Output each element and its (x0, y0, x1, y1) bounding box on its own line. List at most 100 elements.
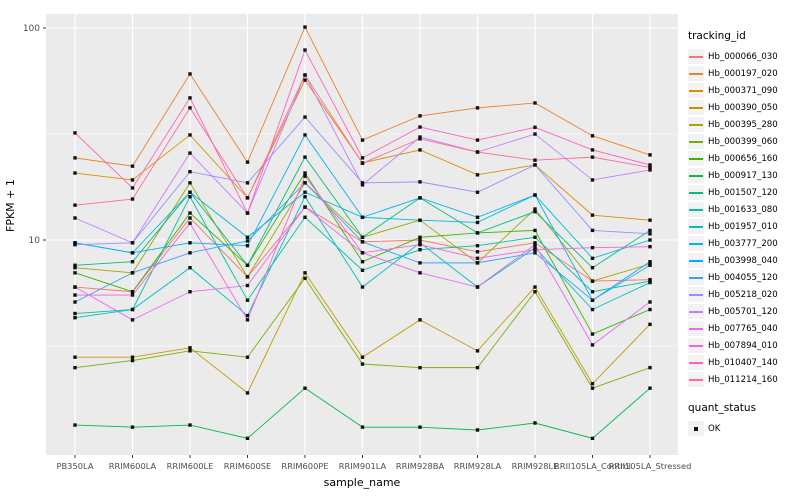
legend-panel: tracking_id Hb_000066_030 Hb_000197_020 Hb… (688, 30, 800, 437)
data-point-Hb_000917_130-RRIM600PE (303, 386, 307, 390)
legend-item-Hb_000371_090: Hb_000371_090 (688, 82, 800, 99)
legend-item-Hb_001507_120: Hb_001507_120 (688, 184, 800, 201)
data-point-Hb_000197_020-RRIM928LE (533, 101, 537, 105)
data-point-Hb_003998_040-RRIM600LE (188, 241, 192, 245)
data-point-Hb_001633_080-RRII105LA_Control (590, 290, 595, 294)
y-tick-label: 10 (29, 236, 41, 246)
data-point-Hb_003998_040-RRIM600PE (303, 133, 307, 137)
data-point-Hb_007894_010-RRIM600PE (303, 174, 307, 178)
data-point-Hb_001633_080-PB350LA (73, 311, 77, 316)
data-point-Hb_007765_040-PB350LA (73, 285, 77, 289)
data-point-Hb_004055_120-RRIM600PE (303, 181, 307, 185)
data-point-Hb_001957_010-RRIM928LE (533, 245, 537, 250)
data-point-Hb_000371_090-RRIM928LA (475, 173, 480, 177)
data-point-Hb_010407_140-RRIM928BA (418, 125, 422, 129)
data-point-Hb_000399_060-RRIM600PE (303, 276, 307, 280)
data-point-Hb_001507_120-RRIM600SE (245, 263, 250, 267)
data-point-Hb_010407_140-RRIM600LA (130, 186, 135, 190)
data-point-Hb_007894_010-RRIM928BA (418, 243, 422, 247)
legend-label-Hb_001507_120: Hb_001507_120 (708, 187, 778, 198)
legend-item-Hb_001633_080: Hb_001633_080 (688, 201, 800, 218)
legend-label-Hb_007894_010: Hb_007894_010 (708, 340, 778, 351)
x-tick-label-RRIM600PE: RRIM600PE (281, 461, 328, 471)
data-point-Hb_000390_050-RRIM600LE (188, 346, 192, 350)
data-point-Hb_007765_040-RRIM600PE (303, 205, 307, 209)
data-point-Hb_000399_060-RRIM928BA (418, 365, 422, 370)
data-point-Hb_000197_020-RRII105LA_Control (590, 134, 595, 138)
data-point-Hb_000399_060-RRII105LA_Control (590, 386, 595, 390)
data-point-Hb_011214_160-RRIM901LA (360, 161, 365, 166)
data-point-Hb_000390_050-PB350LA (73, 355, 77, 359)
data-point-Hb_004055_120-RRIM901LA (360, 240, 365, 244)
legend-item-Hb_003998_040: Hb_003998_040 (688, 252, 800, 269)
legend-title-quant-status: quant_status (688, 402, 757, 414)
data-point-Hb_000399_060-RRIM901LA (360, 362, 365, 366)
data-point-Hb_000390_050-RRIM600PE (303, 271, 307, 275)
data-point-Hb_011214_160-PB350LA (73, 203, 77, 207)
x-axis-title: sample_name (323, 476, 401, 489)
x-tick-label-PB350LA: PB350LA (56, 461, 93, 471)
data-point-Hb_000197_020-RRIM928BA (418, 114, 422, 118)
data-point-Hb_003998_040-RRIM928LE (533, 193, 537, 197)
data-point-Hb_000390_050-RRII105LA_Stressed (648, 322, 652, 327)
data-point-Hb_011214_160-RRIM928BA (418, 137, 422, 141)
data-point-Hb_000656_160-RRII105LA_Control (590, 332, 595, 336)
data-point-Hb_001633_080-RRIM600SE (245, 298, 250, 302)
data-point-Hb_000066_030-RRIM600LE (188, 216, 192, 220)
data-point-Hb_001957_010-RRIM600LE (188, 266, 192, 270)
data-point-Hb_003998_040-RRII105LA_Stressed (648, 260, 652, 264)
data-point-Hb_000371_090-RRIM600PE (303, 78, 307, 82)
data-point-Hb_000395_280-RRII105LA_Control (590, 279, 595, 283)
data-point-Hb_004055_120-RRII105LA_Control (590, 298, 595, 302)
data-point-Hb_005701_120-RRIM901LA (360, 183, 365, 187)
x-tick-label-RRIM928LE: RRIM928LE (512, 461, 559, 471)
data-point-Hb_004055_120-RRIM928LA (475, 261, 480, 265)
data-point-Hb_000066_030-RRIM928BA (418, 238, 422, 242)
data-point-Hb_007765_040-RRIM600LA (130, 318, 135, 322)
legend-item-Hb_005701_120: Hb_005701_120 (688, 303, 800, 320)
data-point-Hb_010407_140-RRIM928LA (475, 138, 480, 142)
data-point-Hb_005701_120-PB350LA (73, 216, 77, 220)
legend-item-Hb_010407_140: Hb_010407_140 (688, 354, 800, 371)
data-point-Hb_000917_130-RRIM928BA (418, 425, 422, 429)
data-point-Hb_007765_040-RRIM928LE (533, 243, 537, 247)
y-axis-title: FPKM + 1 (4, 179, 17, 232)
data-point-Hb_000197_020-RRIM901LA (360, 138, 365, 142)
data-point-Hb_000197_020-RRII105LA_Stressed (648, 153, 652, 157)
data-point-Hb_000656_160-RRIM928LE (533, 228, 537, 233)
data-point-Hb_000399_060-RRIM600SE (245, 355, 250, 359)
data-point-Hb_005218_020-RRII105LA_Control (590, 228, 595, 233)
data-point-Hb_011214_160-RRIM928LE (533, 158, 537, 162)
data-point-Hb_000066_030-RRIM928LE (533, 241, 537, 245)
legend-item-Hb_000656_160: Hb_000656_160 (688, 150, 800, 167)
data-point-Hb_001633_080-RRIM928LA (475, 243, 480, 248)
data-point-Hb_001957_010-RRII105LA_Stressed (648, 280, 652, 285)
legend-item-Hb_011214_160: Hb_011214_160 (688, 371, 800, 388)
legend-item-Hb_005218_020: Hb_005218_020 (688, 286, 800, 303)
legend-items-tracking-id: Hb_000066_030 Hb_000197_020 Hb_000371_090 H… (688, 48, 800, 388)
data-point-Hb_005218_020-RRIM600LE (188, 169, 192, 174)
x-tick-label-RRII105LA_Control: RRII105LA_Control (554, 461, 631, 471)
x-tick-label-RRIM928BA: RRIM928BA (396, 461, 445, 471)
legend-label-Hb_000395_280: Hb_000395_280 (708, 119, 778, 130)
legend-label-Hb_004055_120: Hb_004055_120 (708, 272, 778, 283)
data-point-Hb_005218_020-RRIM901LA (360, 181, 365, 185)
data-point-Hb_010407_140-RRIM600LE (188, 96, 192, 100)
legend-line-swatch-Hb_001633_080 (688, 202, 704, 217)
data-point-Hb_000390_050-RRIM928BA (418, 318, 422, 322)
data-point-Hb_000197_020-PB350LA (73, 156, 77, 160)
legend-label-Hb_000371_090: Hb_000371_090 (708, 85, 778, 96)
data-point-Hb_003777_200-RRIM928BA (418, 218, 422, 222)
data-point-Hb_007894_010-RRIM928LE (533, 248, 537, 252)
data-point-Hb_000371_090-PB350LA (73, 171, 77, 175)
legend-line-swatch-Hb_005701_120 (688, 304, 704, 319)
data-point-Hb_000656_160-PB350LA (73, 271, 77, 275)
legend-item-Hb_004055_120: Hb_004055_120 (688, 269, 800, 286)
legend-item-Hb_000917_130: Hb_000917_130 (688, 167, 800, 184)
data-point-Hb_000656_160-RRIM600LE (188, 211, 192, 215)
legend-item-Hb_000197_020: Hb_000197_020 (688, 65, 800, 82)
legend-label-Hb_000656_160: Hb_000656_160 (708, 153, 778, 164)
data-point-Hb_005218_020-RRIM928LE (533, 163, 537, 167)
data-point-Hb_000066_030-RRIM928LA (475, 250, 480, 254)
data-point-Hb_001507_120-RRIM600LA (130, 260, 135, 264)
